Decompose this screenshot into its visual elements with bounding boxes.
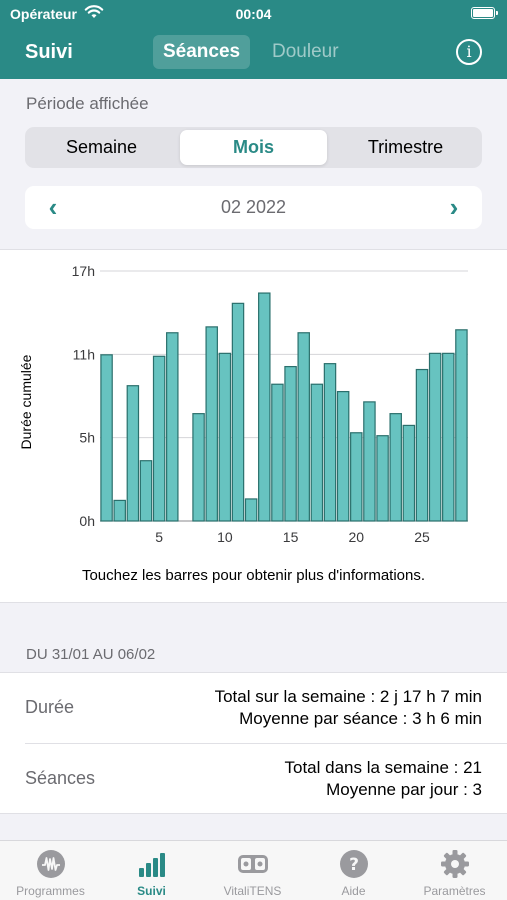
tab-vitalitens[interactable]: VitaliTENS <box>202 841 303 900</box>
chart-bar[interactable] <box>166 332 179 522</box>
x-tick-label: 15 <box>283 529 299 545</box>
carrier-label: Opérateur <box>10 6 77 22</box>
tab-label: Programmes <box>16 884 85 898</box>
x-tick-label: 10 <box>217 529 233 545</box>
wifi-icon <box>84 5 104 18</box>
gear-icon <box>441 850 469 878</box>
tab-parametres[interactable]: Paramètres <box>404 841 505 900</box>
x-tick-label: 20 <box>348 529 364 545</box>
tab-bar: Programmes Suivi VitaliTENS ? Aide <box>0 840 507 900</box>
status-bar: Opérateur 00:04 <box>0 0 507 28</box>
sessions-total: Total dans la semaine : 21 <box>284 758 482 777</box>
chart-bar[interactable] <box>310 383 324 522</box>
chart-bar[interactable] <box>244 498 258 522</box>
chart-bar[interactable] <box>455 329 468 522</box>
chart-panel: 0h 5h 11h 17h 5 10 15 20 25 Durée cumulée Touchez… <box>0 249 507 603</box>
chart-bar[interactable] <box>258 292 271 522</box>
next-period-button[interactable]: › <box>449 192 459 222</box>
chart-bar[interactable] <box>376 435 389 522</box>
y-tick-label: 17h <box>72 263 95 279</box>
tab-suivi[interactable]: Suivi <box>101 841 202 900</box>
duration-label: Durée <box>25 697 75 717</box>
tab-programmes[interactable]: Programmes <box>0 841 101 900</box>
tab-aide[interactable]: ? Aide <box>303 841 404 900</box>
chart-bar[interactable] <box>126 385 140 522</box>
chart-bar[interactable] <box>231 302 245 522</box>
chart-bar[interactable] <box>152 355 166 522</box>
chart-bar[interactable] <box>350 432 363 522</box>
nav-bar: Suivi Séances Douleur i <box>0 28 507 79</box>
chart-bar[interactable] <box>363 401 376 522</box>
month-picker: ‹ 02 2022 › <box>25 186 482 229</box>
period-option-mois[interactable]: Mois <box>180 130 327 165</box>
chart-bar[interactable] <box>271 383 284 522</box>
chart-bar[interactable] <box>192 413 205 522</box>
chart-bar[interactable] <box>284 365 297 522</box>
duration-row: Durée Total sur la semaine : 2 j 17 h 7 … <box>0 673 507 744</box>
period-segmented-control: Semaine Mois Trimestre <box>25 127 482 168</box>
chart-bar[interactable] <box>442 352 455 522</box>
row-divider <box>25 743 507 744</box>
tab-label: Aide <box>341 884 366 898</box>
tab-label: Suivi <box>137 884 166 898</box>
chart-bar[interactable] <box>402 424 416 522</box>
y-tick-label: 11h <box>73 346 95 362</box>
chart-bar[interactable] <box>100 354 113 522</box>
svg-text:?: ? <box>349 855 359 875</box>
device-icon <box>238 855 268 873</box>
duration-average: Moyenne par séance : 3 h 6 min <box>239 709 482 728</box>
chart-hint: Touchez les barres pour obtenir plus d'i… <box>81 567 426 584</box>
period-option-semaine[interactable]: Semaine <box>65 137 138 157</box>
duration-total: Total sur la semaine : 2 j 17 h 7 min <box>214 687 482 706</box>
week-summary: Durée Total sur la semaine : 2 j 17 h 7 … <box>0 672 507 814</box>
duration-bar-chart: 0h 5h 11h 17h 5 10 15 20 25 Durée cumulée <box>18 263 468 545</box>
week-range-header: DU 31/01 AU 06/02 <box>26 646 156 663</box>
chart-bar[interactable] <box>415 368 429 522</box>
y-axis-label: Durée cumulée <box>18 354 34 449</box>
current-period-label: 02 2022 <box>220 197 287 217</box>
chart-bar[interactable] <box>389 413 402 522</box>
y-tick-label: 5h <box>79 430 95 446</box>
x-tick-label: 25 <box>414 529 430 545</box>
sessions-average: Moyenne par jour : 3 <box>326 780 482 799</box>
info-icon[interactable]: i <box>456 39 482 65</box>
chart-bar[interactable] <box>297 332 310 522</box>
y-tick-label: 0h <box>79 513 95 529</box>
bar-chart-icon <box>139 853 165 877</box>
sessions-row: Séances Total dans la semaine : 21 Moyen… <box>0 744 507 815</box>
tab-label: VitaliTENS <box>223 884 282 898</box>
tab-douleur[interactable]: Douleur <box>272 41 339 62</box>
clock: 00:04 <box>235 6 272 22</box>
chart-bar[interactable] <box>113 499 126 522</box>
period-option-trimestre[interactable]: Trimestre <box>367 137 444 157</box>
chart-bar[interactable] <box>323 363 337 522</box>
tab-label: Paramètres <box>423 884 486 898</box>
x-tick-label: 5 <box>155 529 163 545</box>
tab-seances[interactable]: Séances <box>153 35 251 69</box>
period-label: Période affichée <box>26 94 149 113</box>
page-title: Suivi <box>25 41 73 63</box>
chart-bar[interactable] <box>139 460 153 522</box>
previous-period-button[interactable]: ‹ <box>48 192 58 222</box>
waveform-icon <box>37 850 65 878</box>
battery-icon <box>471 7 498 19</box>
chart-bar[interactable] <box>218 352 232 522</box>
sessions-label: Séances <box>25 768 96 788</box>
sessions-values: Total dans la semaine : 21 Moyenne par j… <box>284 757 482 801</box>
duration-values: Total sur la semaine : 2 j 17 h 7 min Mo… <box>215 686 482 730</box>
chart-bar[interactable] <box>336 390 350 522</box>
help-icon: ? <box>340 850 368 878</box>
chart-bar[interactable] <box>428 352 442 522</box>
chart-bar[interactable] <box>205 326 218 522</box>
